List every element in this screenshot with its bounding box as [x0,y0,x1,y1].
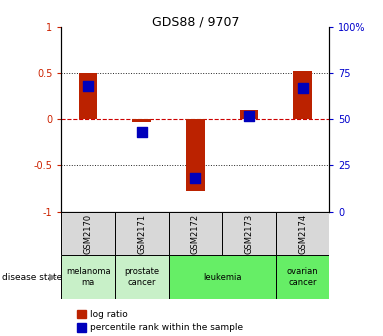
Point [85,83,91,89]
Point [246,113,252,118]
Bar [222,212,276,255]
Text: leukemia: leukemia [203,273,241,282]
Bar [61,255,115,299]
Text: ovarian
cancer: ovarian cancer [287,267,318,287]
Text: GSM2173: GSM2173 [244,213,254,254]
Bar [115,255,169,299]
Bar [133,119,151,122]
Text: GSM2172: GSM2172 [191,213,200,254]
Bar [169,212,222,255]
Bar [276,212,329,255]
Bar [186,119,205,192]
Bar [240,110,259,119]
Text: log ratio: log ratio [90,310,128,319]
Text: melanoma
ma: melanoma ma [66,267,110,287]
Bar [79,73,97,119]
Text: GSM2174: GSM2174 [298,213,307,254]
Text: disease state: disease state [2,273,62,282]
Bar [115,212,169,255]
Text: GSM2170: GSM2170 [83,213,93,254]
Point [139,130,145,135]
Point [192,176,198,181]
Text: prostate
cancer: prostate cancer [124,267,159,287]
Point [300,85,306,91]
Text: percentile rank within the sample: percentile rank within the sample [90,323,243,332]
Bar [276,255,329,299]
Text: GDS88 / 9707: GDS88 / 9707 [152,15,239,28]
Bar [169,255,276,299]
Bar [293,71,312,119]
Text: GSM2171: GSM2171 [137,213,146,254]
Text: ▶: ▶ [49,272,57,282]
Bar [61,212,115,255]
